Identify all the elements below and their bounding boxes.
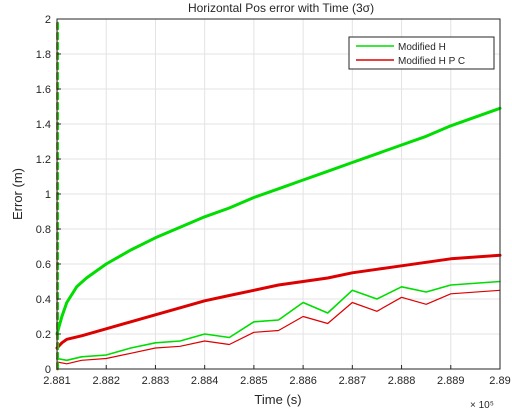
x-tick-label: 2.884 (191, 375, 219, 387)
y-tick-label: 2 (45, 14, 51, 26)
y-ticks: 0 0.2 0.4 0.6 0.8 1 1.2 1.4 1.6 1.8 2 (36, 14, 61, 376)
x-tick-label: 2.889 (437, 375, 465, 387)
y-tick-label: 1.4 (36, 119, 51, 131)
series-modified-h-p-c-lower (56, 289, 501, 365)
legend: Modified H Modified H P C (348, 36, 495, 70)
x-tick-label: 2.888 (388, 375, 416, 387)
series-modified-h-lower (56, 280, 501, 362)
legend-label-modified-h: Modified H (398, 42, 446, 53)
grid (56, 18, 501, 370)
y-tick-label: 1.2 (36, 154, 51, 166)
x-tick-label: 2.883 (142, 375, 170, 387)
x-tick-label: 2.89 (489, 375, 510, 387)
y-tick-label: 1.8 (36, 49, 51, 61)
x-exponent-label: × 10⁵ (470, 400, 494, 411)
series-layer (55, 17, 502, 371)
legend-box (348, 36, 495, 70)
x-tick-label: 2.886 (289, 375, 317, 387)
y-tick-label: 0 (45, 364, 51, 376)
series-modified-h (55, 106, 502, 336)
y-tick-label: 1 (45, 189, 51, 201)
y-tick-label: 0.8 (36, 224, 51, 236)
y-tick-label: 0.6 (36, 259, 51, 271)
series-modified-h-p-c (55, 253, 502, 350)
chart-title: Horizontal Pos error with Time (3σ) (188, 1, 374, 15)
legend-label-modified-h-p-c: Modified H P C (398, 56, 465, 67)
x-ticks: 2.881 2.882 2.883 2.884 2.885 2.886 2.887 2.888… (43, 365, 511, 387)
x-tick-label: 2.881 (43, 375, 71, 387)
x-tick-label: 2.887 (339, 375, 367, 387)
x-tick-label: 2.885 (240, 375, 268, 387)
x-axis-label: Time (s) (254, 392, 301, 407)
y-tick-label: 1.6 (36, 84, 51, 96)
y-tick-label: 0.2 (36, 329, 51, 341)
x-tick-label: 2.882 (92, 375, 120, 387)
y-axis-label: Error (m) (10, 168, 25, 220)
y-tick-label: 0.4 (36, 294, 51, 306)
